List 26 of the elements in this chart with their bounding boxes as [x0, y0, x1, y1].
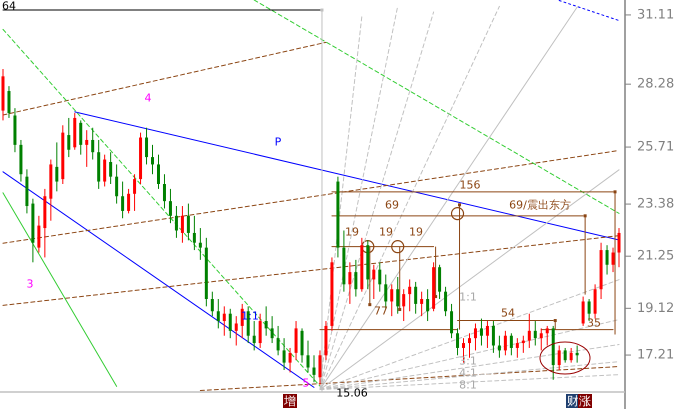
- y-tick-label: 19.12: [637, 300, 674, 316]
- annotation: 156: [460, 178, 480, 192]
- annotation: P: [274, 136, 282, 148]
- y-tick-label: 31.11: [637, 7, 674, 22]
- annotation: 4: [144, 92, 152, 104]
- badge: 涨: [578, 394, 592, 408]
- annotation: 19: [345, 226, 359, 238]
- annotation: 3: [26, 278, 34, 290]
- y-tick-label: 28.28: [637, 76, 674, 92]
- annotation: 69: [385, 198, 399, 212]
- annotation: 1:1: [459, 290, 477, 304]
- annotation: 19: [379, 226, 393, 238]
- annotation: 77: [374, 304, 388, 318]
- annotation: 15.06: [336, 386, 368, 400]
- y-tick-label: 23.38: [637, 196, 674, 212]
- annotation: 3:1: [459, 354, 477, 368]
- annotation: 19: [409, 226, 423, 238]
- annotation: 64: [2, 0, 16, 12]
- y-tick-label: 17.21: [637, 348, 674, 363]
- y-tick-label: 21.25: [637, 248, 674, 264]
- annotation: 8:1: [459, 378, 477, 392]
- y-tick-label: 25.71: [637, 140, 674, 155]
- annotation: 69/震出东方: [509, 198, 571, 212]
- annotation: 54: [501, 306, 515, 320]
- badge: 增: [283, 394, 297, 408]
- annotation: 35: [587, 316, 601, 330]
